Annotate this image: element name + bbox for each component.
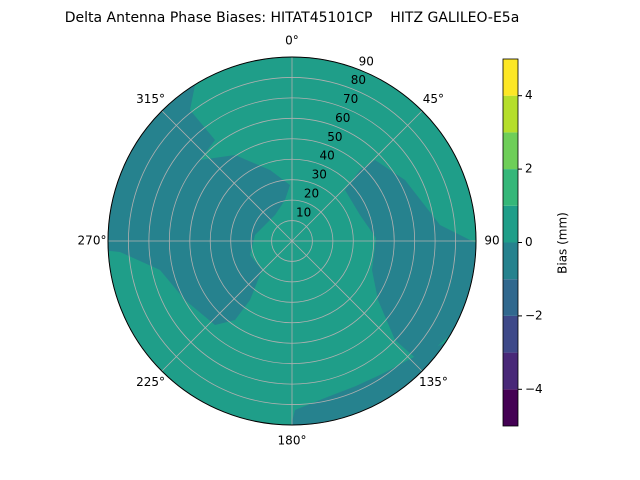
- theta-tick-label: 0°: [285, 34, 299, 48]
- grid-spoke: [161, 110, 293, 242]
- colorbar-bin: [503, 389, 518, 426]
- colorbar-bin: [503, 132, 518, 170]
- grid-spoke: [291, 240, 423, 372]
- r-tick-label: 70: [343, 92, 358, 106]
- r-tick-label: 30: [312, 168, 327, 182]
- colorbar-tick-label: 2: [525, 162, 533, 176]
- colorbar-label: Bias (mm): [556, 212, 570, 274]
- colorbar-bin: [503, 279, 518, 316]
- r-tick-label: 60: [335, 111, 350, 125]
- polar-frame: [107, 56, 477, 426]
- colorbar-tick-label: −4: [525, 382, 543, 396]
- r-tick-label: 80: [351, 73, 366, 87]
- colorbar-bin: [503, 352, 518, 390]
- theta-tick-label: 90: [484, 234, 499, 248]
- colorbar-tick-label: 4: [525, 88, 533, 102]
- theta-tick-label: 270°: [78, 234, 107, 248]
- colorbar-tick-label: −2: [525, 308, 543, 322]
- colorbar-bin: [503, 169, 518, 206]
- colorbar-bin: [503, 95, 518, 133]
- grid-spoke: [161, 240, 293, 372]
- contour-region: [345, 160, 476, 362]
- colorbar-tick-label: 0: [525, 235, 533, 249]
- colorbar-bin: [503, 315, 518, 353]
- colorbar-bin: [503, 59, 518, 96]
- theta-tick-label: 135°: [419, 375, 448, 389]
- colorbar-bin: [503, 205, 518, 243]
- r-tick-label: 40: [319, 149, 334, 163]
- r-tick-label: 90: [359, 54, 374, 68]
- grid-spoke: [291, 110, 423, 242]
- chart-title: Delta Antenna Phase Biases: HITAT45101CP…: [65, 10, 520, 26]
- colorbar-bin: [503, 242, 518, 280]
- r-tick-label: 20: [304, 186, 319, 200]
- theta-tick-label: 180°: [278, 434, 307, 448]
- theta-tick-label: 315°: [136, 92, 165, 106]
- theta-tick-label: 225°: [136, 375, 165, 389]
- r-tick-label: 50: [327, 130, 342, 144]
- r-tick-label: 10: [296, 205, 311, 219]
- theta-tick-label: 45°: [423, 92, 444, 106]
